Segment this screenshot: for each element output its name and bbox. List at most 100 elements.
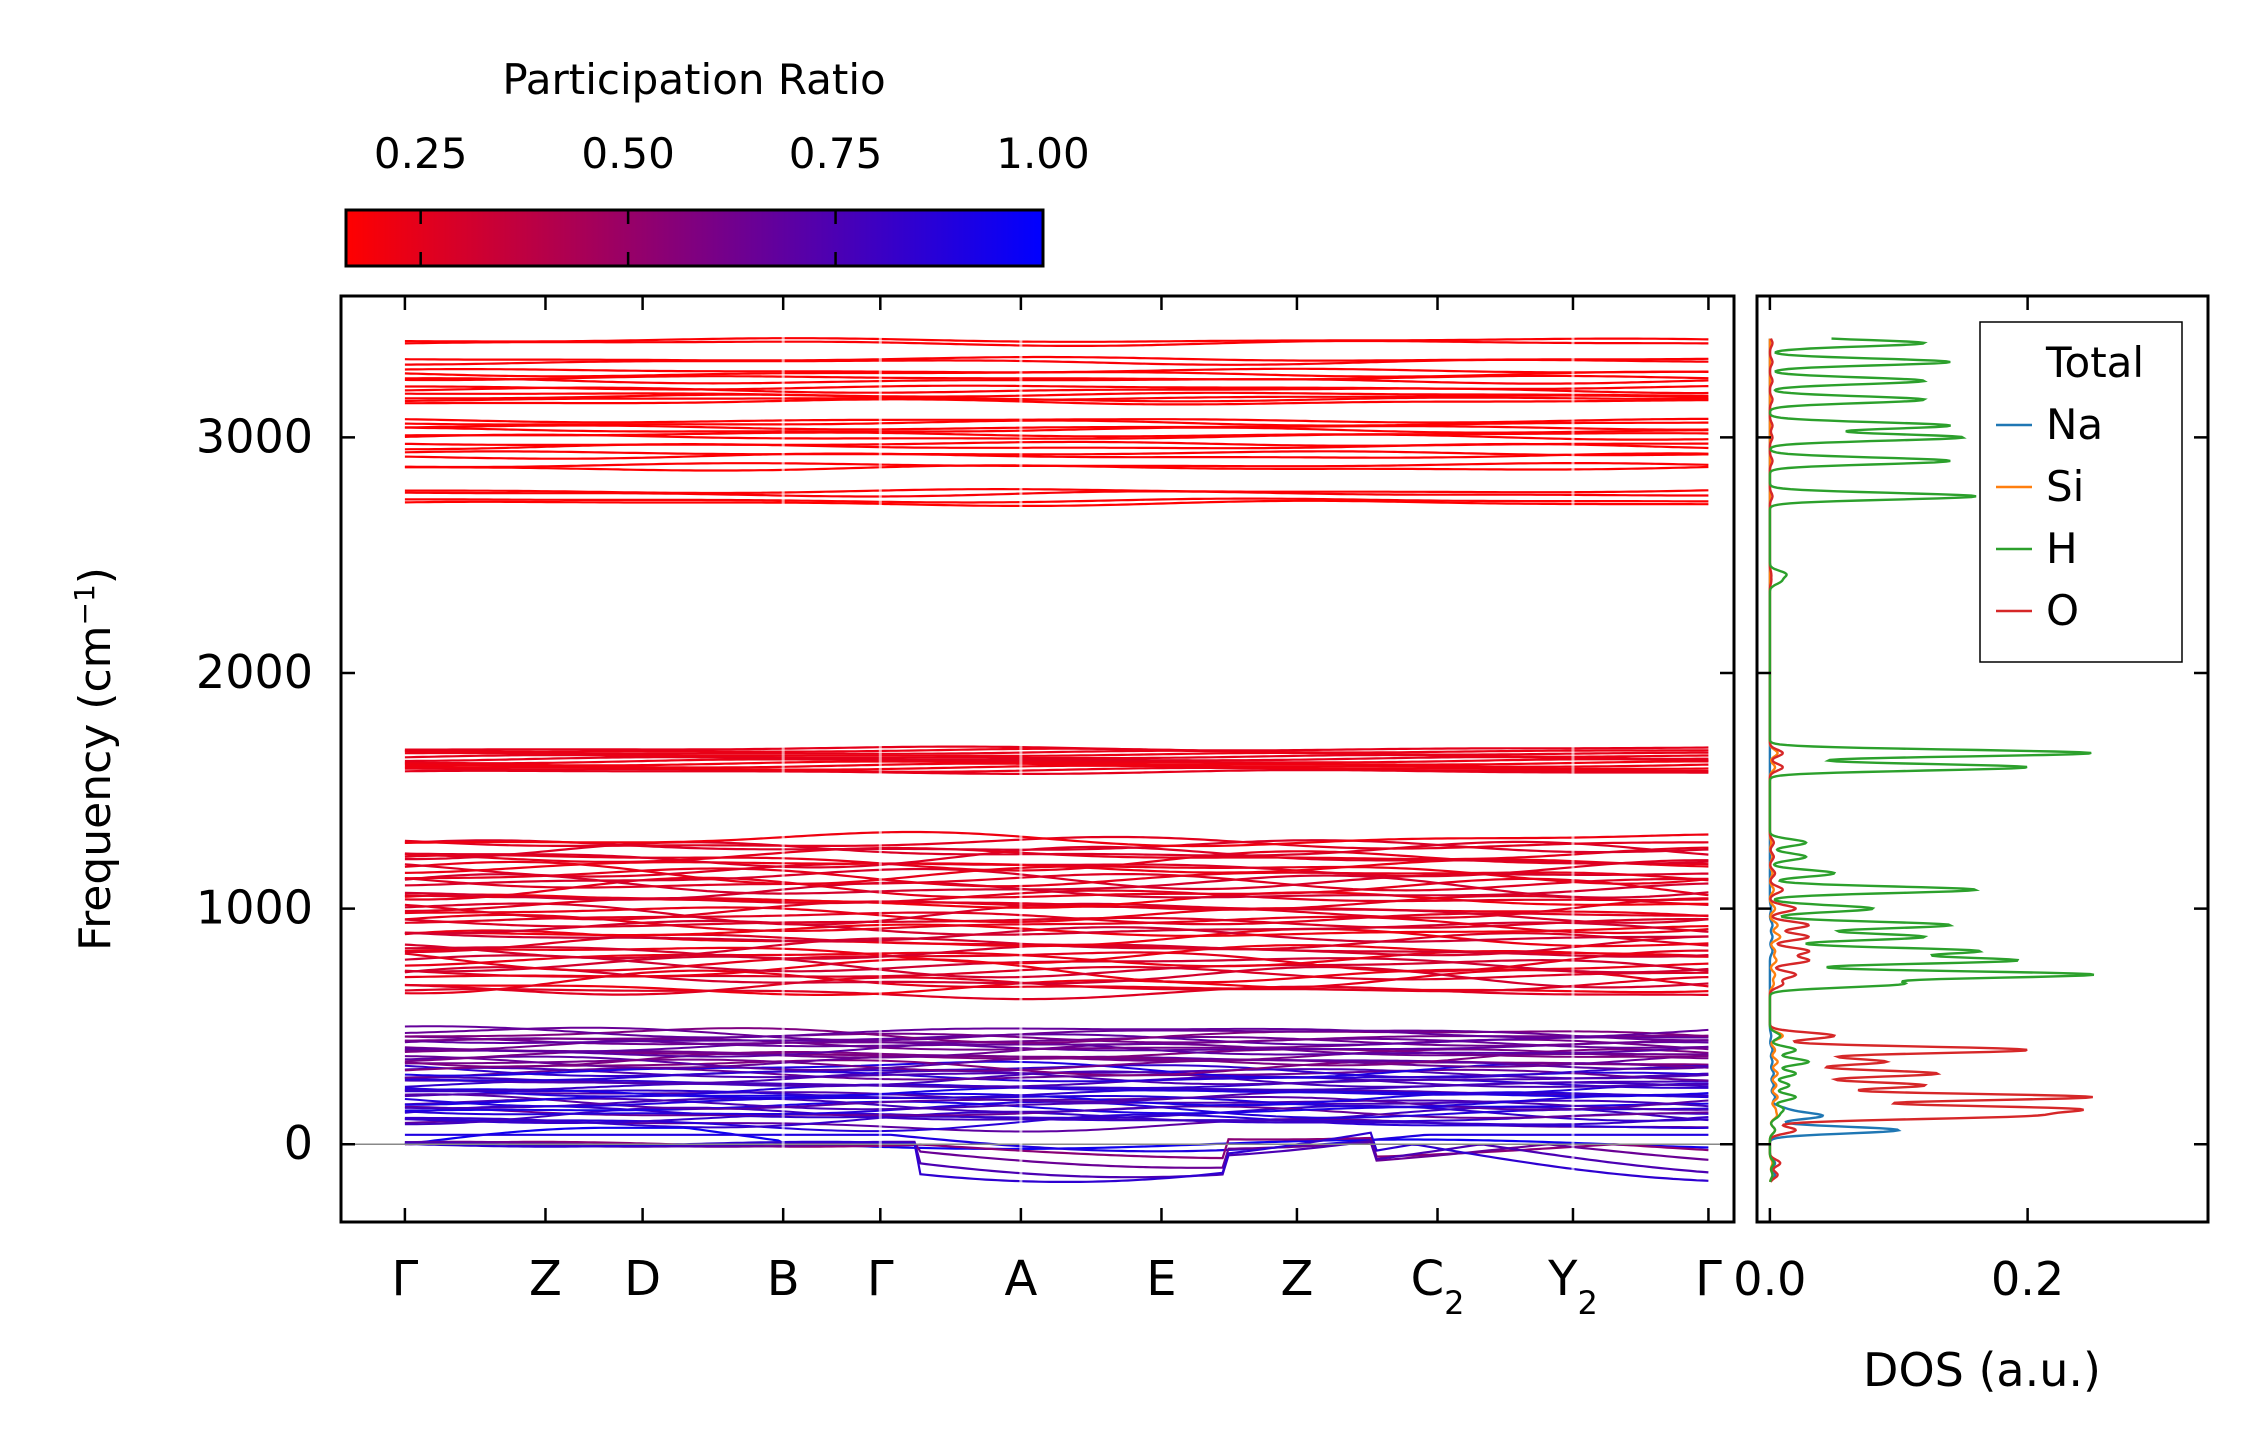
kpoint-label-sub: 2 [1444, 1284, 1464, 1322]
band-line [404, 424, 1709, 431]
y-axis-label: Frequency (cm−1) [68, 567, 122, 951]
band-line [404, 923, 1709, 937]
legend-label-si: Si [2046, 462, 2084, 511]
kpoint-label-main: Γ [392, 1251, 419, 1307]
kpoint-label-main: E [1146, 1251, 1176, 1307]
band-line [404, 426, 1709, 434]
band-line [404, 745, 1709, 752]
band-line [404, 916, 1709, 929]
kpoint-label: D [624, 1251, 661, 1307]
kpoint-label: Γ [867, 1251, 894, 1307]
band-line [404, 1067, 1709, 1082]
band-line [404, 1060, 1709, 1079]
colorbar-ticks: 0.25 0.50 0.75 1.00 [374, 129, 1090, 266]
band-line [404, 452, 1709, 460]
band-line [404, 873, 1709, 892]
kpoint-label-main: Γ [1695, 1251, 1722, 1307]
band-line [404, 919, 1709, 936]
band-line [404, 1033, 1709, 1046]
band-line [404, 1035, 1709, 1047]
colorbar-tick-label: 0.50 [581, 129, 675, 178]
band-line [404, 751, 1709, 758]
dos-panel: 0.0 0.2 DOS (a.u.) Total Na Si HO [1733, 294, 2210, 1397]
band-line [404, 926, 1709, 943]
band-line [404, 1111, 1709, 1129]
band-line [404, 1037, 1709, 1049]
kpoint-label: B [767, 1251, 800, 1307]
y-axis-label-end: ) [70, 567, 121, 584]
band-line [404, 1136, 1709, 1160]
band-line [404, 398, 1709, 406]
colorbar-tick-label: 0.75 [789, 129, 883, 178]
band-line [404, 337, 1709, 343]
band-line [404, 499, 1709, 507]
band-line [404, 1025, 1709, 1039]
kpoint-label: Z [1280, 1251, 1313, 1307]
kpoint-label-main: C [1411, 1251, 1445, 1307]
band-line [404, 1131, 1709, 1183]
band-line [404, 1078, 1709, 1089]
legend-frame [1979, 321, 2183, 663]
dos-x-axis-label: DOS (a.u.) [1863, 1343, 2101, 1397]
band-line [404, 758, 1709, 765]
dos-x-tick-label: 0.0 [1733, 1252, 1806, 1306]
kpoint-label: C2 [1411, 1251, 1465, 1322]
kpoint-label: A [1004, 1251, 1037, 1307]
kpoint-label: Γ [1695, 1251, 1722, 1307]
band-line [404, 859, 1709, 878]
kpoint-label-main: D [624, 1251, 661, 1307]
legend-label-h: H [2046, 524, 2078, 573]
band-line [404, 881, 1709, 901]
band-line [404, 749, 1709, 756]
dos-lines [1768, 337, 2095, 1183]
band-line [404, 769, 1709, 775]
band-line [404, 949, 1709, 973]
band-line [405, 0, 1709, 6]
band-line [404, 1133, 1709, 1153]
legend-label-na: Na [2046, 400, 2103, 449]
band-line [404, 845, 1709, 869]
band-plot-frame [339, 294, 1736, 1224]
band-line [404, 1097, 1709, 1111]
band-line [404, 873, 1709, 899]
kpoint-label: Z [529, 1251, 562, 1307]
band-line [404, 1048, 1709, 1068]
kpoint-label-main: Γ [867, 1251, 894, 1307]
band-line [404, 911, 1709, 926]
band-line [404, 1064, 1709, 1079]
band-line [404, 355, 1709, 362]
band-line [404, 985, 1709, 1001]
band-line [404, 1069, 1709, 1086]
band-lines [341, 0, 1734, 1222]
dos-legend: Total Na Si HO [1979, 321, 2183, 663]
dos-x-tick-label: 0.2 [1991, 1252, 2064, 1306]
kpoint-label-main: B [767, 1251, 800, 1307]
band-line [404, 462, 1709, 469]
band-line [404, 897, 1709, 921]
band-line [404, 766, 1709, 773]
band-line [404, 835, 1709, 850]
band-line [404, 488, 1709, 495]
band-line [404, 1082, 1709, 1098]
y-tick-label: 2000 [196, 645, 313, 699]
band-line [404, 431, 1709, 438]
legend-label-o: O [2046, 586, 2079, 635]
legend-label-total: Total [2045, 338, 2144, 387]
colorbar-title: Participation Ratio [502, 55, 885, 104]
band-line [404, 927, 1709, 948]
kpoint-label: E [1146, 1251, 1176, 1307]
band-line [404, 497, 1709, 504]
kpoint-label-main: Y [1547, 1251, 1578, 1307]
band-line [404, 1100, 1709, 1115]
band-line [404, 440, 1709, 447]
y-tick-label: 0 [284, 1116, 313, 1170]
dos-axes: 0.0 0.2 [1733, 296, 2208, 1306]
colorbar: Participation Ratio 0.25 0.50 0.75 1.00 [344, 55, 1090, 268]
colorbar-tick-label: 1.00 [996, 129, 1090, 178]
kpoint-label-main: Z [1280, 1251, 1313, 1307]
kpoint-label-sub: 2 [1577, 1284, 1597, 1322]
band-line [405, 6, 1709, 14]
